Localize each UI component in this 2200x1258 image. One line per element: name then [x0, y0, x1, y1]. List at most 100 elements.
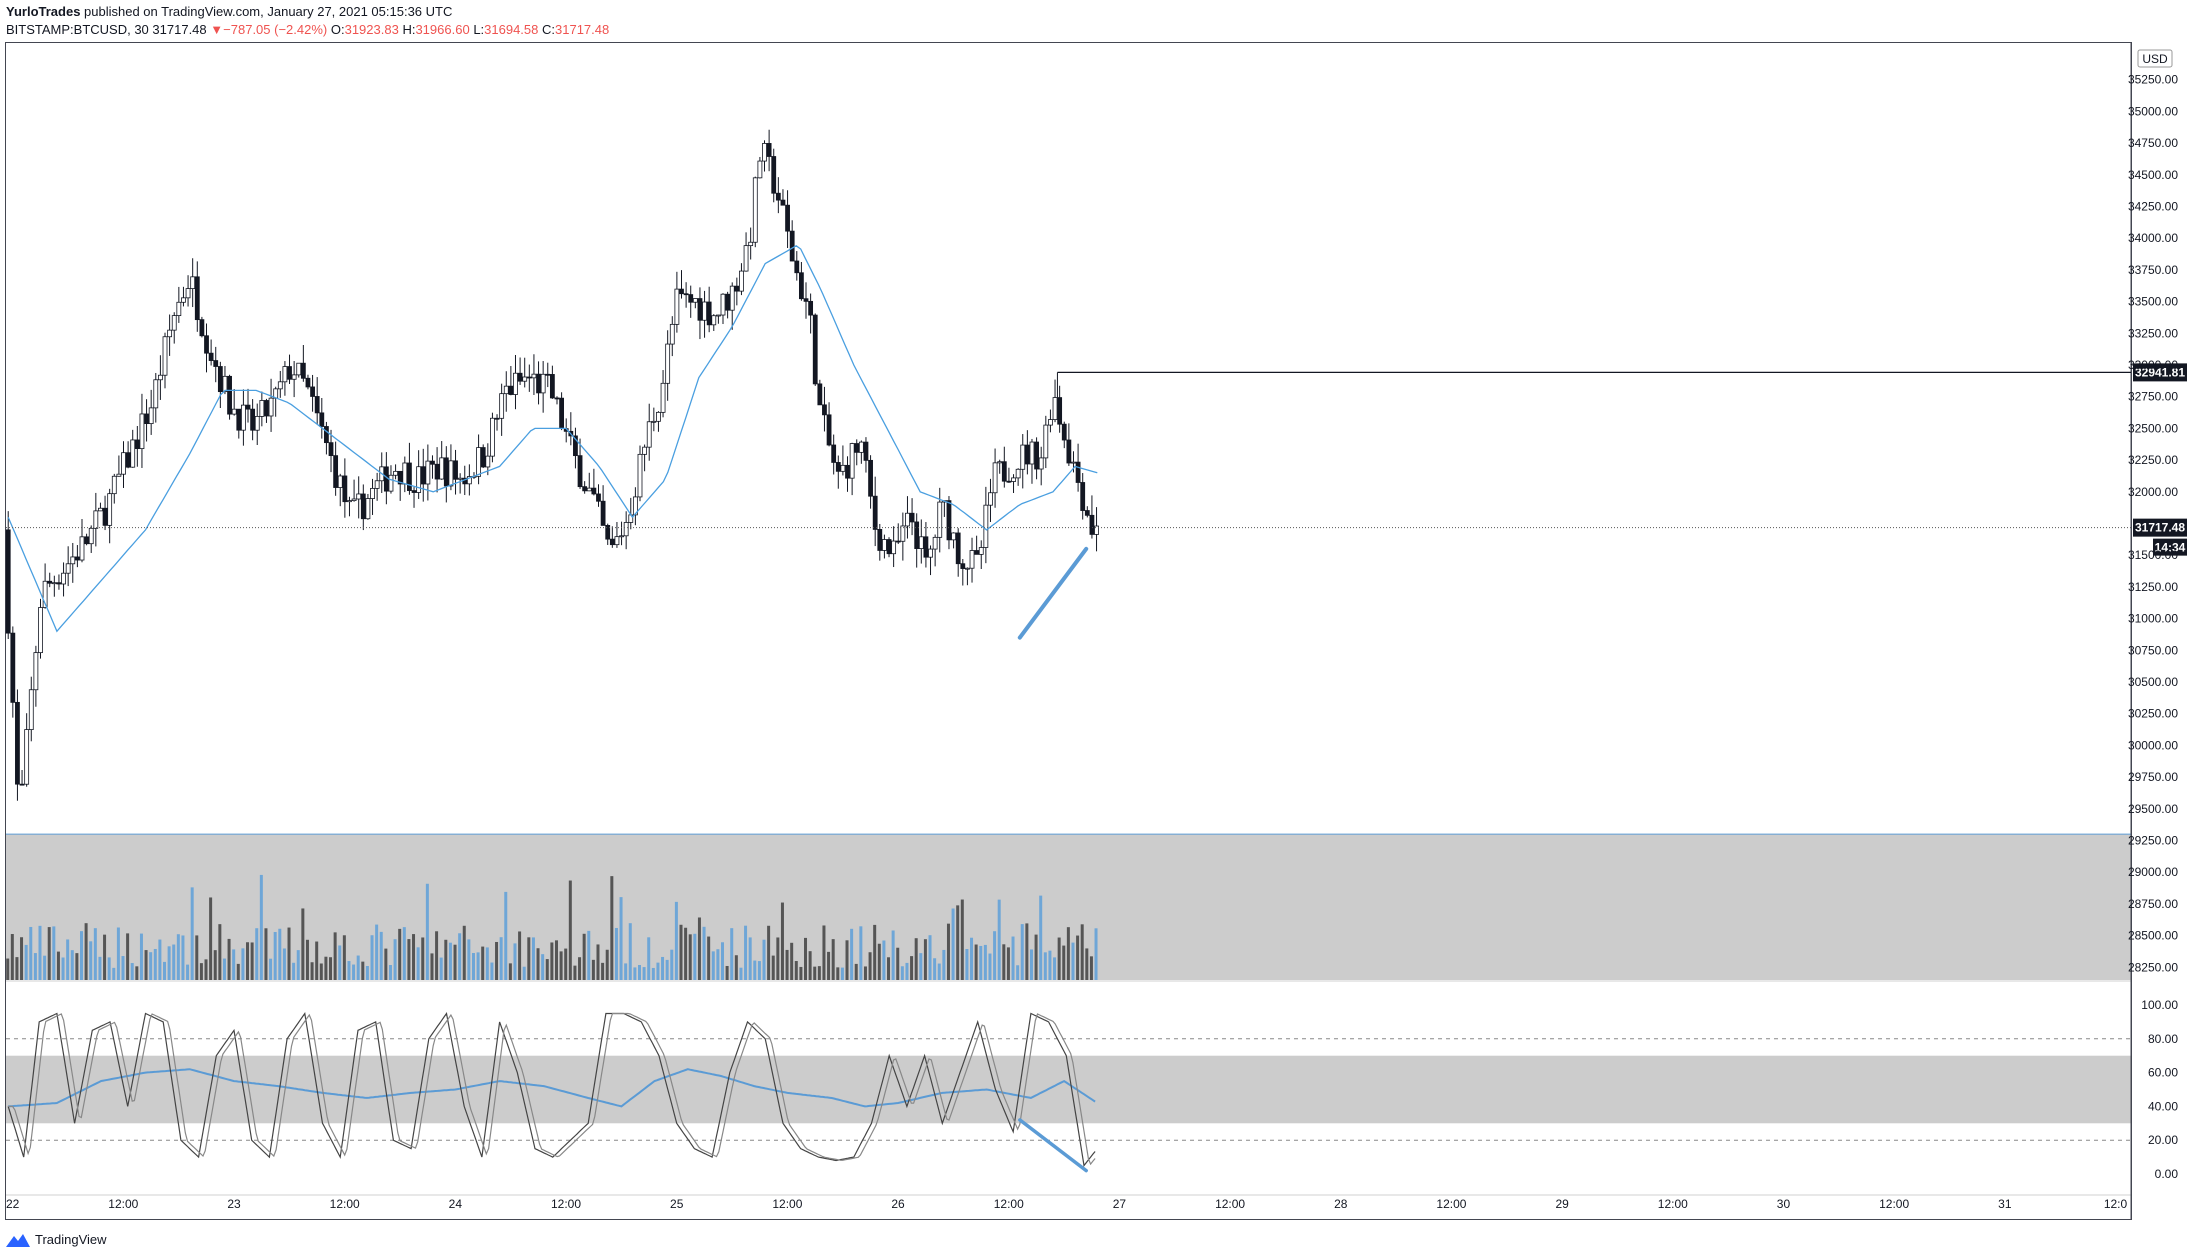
- volume-bar: [421, 937, 425, 980]
- candle-body: [651, 420, 657, 423]
- candle-body: [162, 336, 168, 376]
- y-tick-label-1: 35000.00: [2128, 104, 2178, 118]
- volume-bar: [628, 923, 632, 980]
- volume-bar: [891, 930, 895, 980]
- candle-body: [877, 529, 883, 551]
- volume-bar: [448, 942, 452, 980]
- candle-body: [1034, 441, 1039, 470]
- candle-body: [918, 536, 924, 549]
- volume-bar: [656, 962, 660, 980]
- candle-body: [582, 486, 588, 492]
- resistance-tag: [2133, 363, 2187, 382]
- low-value: 31694.58: [484, 22, 539, 37]
- volume-bar: [748, 937, 752, 980]
- volume-bar: [144, 950, 148, 980]
- volume-bar: [352, 964, 356, 980]
- volume-bar: [854, 963, 858, 980]
- x-tick-label-16: 30: [1777, 1197, 1791, 1211]
- volume-bar: [176, 934, 180, 980]
- candle-body: [231, 408, 237, 415]
- candle-body: [863, 441, 869, 461]
- volume-bar: [467, 939, 471, 980]
- volume-bar: [222, 958, 226, 980]
- volume-bar: [495, 941, 499, 980]
- x-tick-label-8: 26: [891, 1197, 905, 1211]
- volume-bar: [817, 966, 821, 980]
- candle-body: [1075, 461, 1081, 483]
- volume-bar: [813, 966, 817, 980]
- candle-body: [960, 563, 966, 569]
- symbol-legend: BITSTAMP:BTCUSD, 30 31717.48 ▼−787.05 (−…: [6, 22, 609, 37]
- candle-body: [167, 329, 173, 338]
- volume-bar: [582, 933, 586, 980]
- tradingview-logo-icon: [6, 1233, 30, 1247]
- candle-body: [812, 314, 818, 385]
- candle-body: [665, 343, 671, 384]
- candle-body: [365, 498, 371, 520]
- candle-body: [61, 572, 66, 585]
- candle-body: [1089, 514, 1095, 535]
- candle-body: [840, 464, 846, 472]
- x-tick-label-10: 27: [1113, 1197, 1127, 1211]
- volume-bar: [246, 942, 250, 980]
- candle-body: [407, 462, 412, 491]
- candle-body: [517, 372, 523, 382]
- candle-body: [360, 493, 366, 520]
- volume-bar: [970, 937, 974, 980]
- volume-bar: [218, 924, 222, 980]
- volume-bar: [868, 952, 872, 980]
- volume-bar: [513, 943, 517, 980]
- candle-body: [448, 460, 454, 487]
- candle-body: [914, 521, 920, 549]
- candle-body: [835, 462, 841, 472]
- footer-brand[interactable]: TradingView: [35, 1232, 107, 1247]
- volume-bar: [199, 963, 203, 980]
- volume-bar: [979, 945, 983, 980]
- candle-body: [139, 413, 145, 450]
- volume-bar: [794, 961, 798, 980]
- open-label: O:: [330, 22, 345, 37]
- volume-bar: [301, 908, 305, 980]
- volume-bar: [135, 966, 139, 980]
- candle-body: [222, 375, 228, 393]
- volume-bar: [347, 961, 351, 980]
- candle-body: [490, 417, 495, 457]
- volume-bar: [527, 937, 531, 980]
- candle-body: [619, 535, 624, 538]
- moving-average-line: [7, 245, 1098, 633]
- volume-bar: [541, 954, 545, 980]
- volume-bar: [624, 963, 628, 980]
- volume-bar: [1076, 935, 1080, 980]
- volume-bar: [1039, 895, 1043, 980]
- candle-body: [785, 204, 790, 232]
- candle-body: [803, 298, 809, 302]
- candle-body: [895, 540, 901, 543]
- volume-bar: [753, 960, 757, 980]
- candle-body: [241, 404, 246, 431]
- volume-bar: [974, 944, 978, 980]
- x-tick-label-9: 12:00: [994, 1197, 1024, 1211]
- candle-body: [679, 288, 684, 295]
- y-tick-label-3: 34500.00: [2128, 168, 2178, 182]
- candle-body: [623, 522, 629, 537]
- volume-bar: [702, 926, 706, 980]
- volume-bar: [379, 931, 383, 980]
- volume-bar: [20, 937, 24, 980]
- author-name[interactable]: YurloTrades: [6, 4, 81, 19]
- candle-body: [388, 474, 394, 492]
- volume-bar: [674, 901, 678, 980]
- volume-bar: [269, 958, 273, 980]
- y-tick-label-25: 28750.00: [2128, 897, 2178, 911]
- candle-body: [928, 548, 933, 558]
- y-tick-label-26: 28500.00: [2128, 929, 2178, 943]
- candle-body: [5, 529, 11, 634]
- volume-bar: [167, 946, 171, 980]
- candle-body: [356, 493, 362, 500]
- candle-body: [822, 404, 827, 416]
- symbol-name[interactable]: BITSTAMP:BTCUSD, 30: [6, 22, 149, 37]
- x-tick-label-7: 12:00: [772, 1197, 802, 1211]
- candle-body: [397, 470, 403, 485]
- volume-bar: [960, 899, 964, 980]
- volume-bar: [149, 952, 153, 980]
